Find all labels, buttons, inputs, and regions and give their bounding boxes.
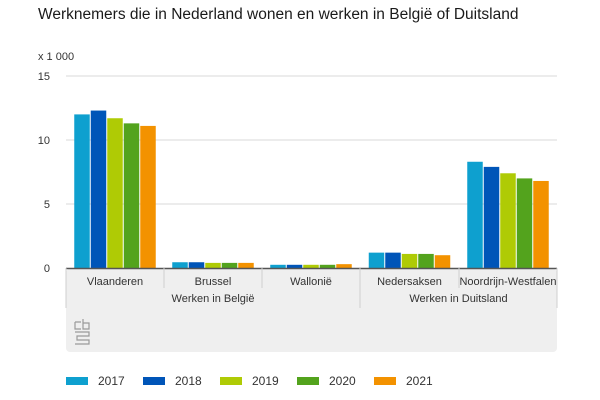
bar-2018-nedersaksen (385, 252, 401, 268)
bar-2020-nedersaksen (418, 253, 434, 268)
legend-label: 2018 (175, 374, 202, 388)
legend-label: 2017 (98, 374, 125, 388)
bar-2021-brussel (238, 262, 254, 268)
x-category-label: Nedersaksen (377, 276, 442, 288)
cbs-logo-icon (74, 319, 90, 345)
bar-2019-brussel (205, 262, 221, 268)
y-tick-label: 5 (44, 199, 50, 211)
bar-2018-brussel (188, 262, 205, 268)
legend-item: 2021 (374, 374, 451, 388)
x-category-label: Wallonië (290, 276, 332, 288)
x-group-label: Werken in Duitsland (409, 293, 507, 305)
bar-2017-noordrijn-westfalen (467, 161, 483, 268)
bar-2020-noordrijn-westfalen (516, 178, 533, 268)
bar-2017-vlaanderen (74, 114, 90, 269)
bar-2021-nedersaksen (434, 255, 451, 268)
bar-2020-brussel (221, 262, 238, 268)
legend-item: 2017 (66, 374, 143, 388)
bar-2017-nedersaksen (368, 252, 385, 268)
y-tick-label: 10 (38, 135, 50, 147)
y-axis-unit: x 1 000 (38, 51, 75, 63)
bar-2018-vlaanderen (90, 110, 107, 268)
bar-2020-wallonië (319, 264, 336, 268)
bar-2018-wallonië (286, 264, 303, 268)
legend-label: 2020 (329, 374, 356, 388)
legend-item: 2019 (220, 374, 297, 388)
legend-swatch (220, 377, 242, 385)
x-category-label: Noordrijn-Westfalen (459, 276, 556, 288)
bar-2021-vlaanderen (140, 125, 156, 268)
x-group-label: Werken in België (172, 293, 255, 305)
bar-2017-wallonië (270, 264, 286, 268)
bar-2021-wallonië (336, 264, 352, 268)
bar-2019-noordrijn-westfalen (500, 173, 516, 268)
legend: 2017 2018 2019 2020 2021 (66, 374, 451, 388)
chart-title: Werknemers die in Nederland wonen en wer… (38, 6, 519, 23)
bar-2020-vlaanderen (123, 123, 140, 268)
bar-2017-brussel (172, 262, 188, 268)
x-category-label: Brussel (195, 276, 232, 288)
x-category-label: Vlaanderen (87, 276, 143, 288)
bar-2018-noordrijn-westfalen (483, 166, 500, 268)
bar-2021-noordrijn-westfalen (533, 180, 549, 268)
legend-item: 2018 (143, 374, 220, 388)
legend-swatch (143, 377, 165, 385)
y-tick-label: 15 (38, 71, 50, 83)
y-tick-label: 0 (44, 263, 50, 275)
bar-2019-vlaanderen (107, 118, 123, 269)
legend-swatch (66, 377, 88, 385)
bar-2019-nedersaksen (401, 253, 418, 268)
legend-label: 2019 (252, 374, 279, 388)
legend-item: 2020 (297, 374, 374, 388)
legend-label: 2021 (406, 374, 433, 388)
x-axis-panel (66, 269, 557, 352)
legend-swatch (374, 377, 396, 385)
legend-swatch (297, 377, 319, 385)
bar-2019-wallonië (303, 264, 319, 268)
